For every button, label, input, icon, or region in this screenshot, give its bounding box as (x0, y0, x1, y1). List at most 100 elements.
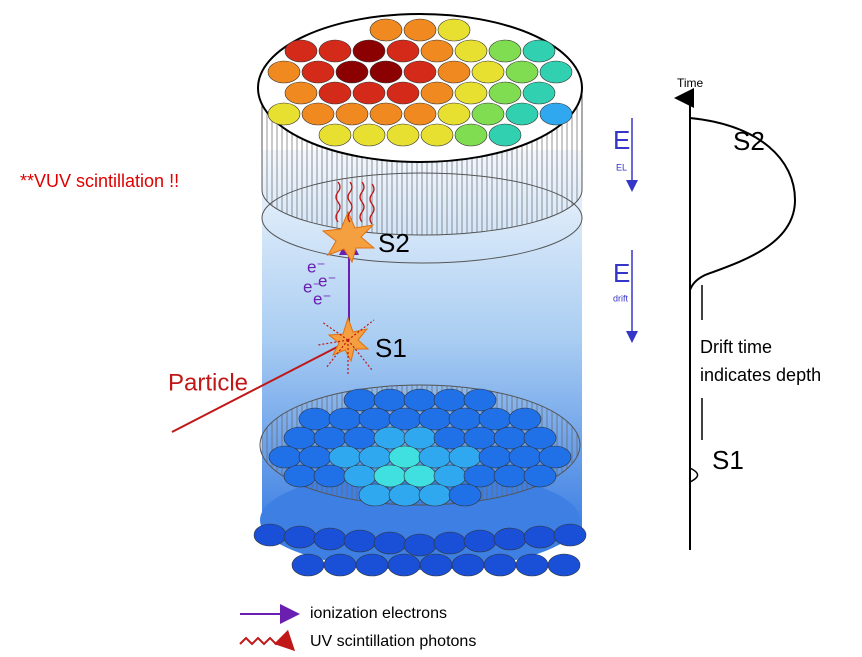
pmt (479, 408, 511, 430)
pmt (434, 427, 466, 449)
pmt (523, 40, 555, 62)
pmt (438, 103, 470, 125)
legend-label: ionization electrons (310, 605, 447, 622)
legend-label: UV scintillation photons (310, 633, 476, 650)
pmt (336, 103, 368, 125)
pmt (344, 465, 376, 487)
pmt (421, 124, 453, 146)
pmt (434, 389, 466, 411)
pmt (455, 124, 487, 146)
pmt (285, 40, 317, 62)
pmt (319, 82, 351, 104)
time-label: Time (677, 76, 704, 90)
pmt (374, 465, 406, 487)
field-subscript: drift (613, 293, 629, 303)
pmt (268, 61, 300, 83)
pmt (539, 446, 571, 468)
pmt (472, 103, 504, 125)
pmt (356, 554, 388, 576)
pmt (421, 40, 453, 62)
pmt (387, 82, 419, 104)
pmt (359, 446, 391, 468)
pmt (489, 40, 521, 62)
pmt (299, 408, 331, 430)
legend-photon-arrow (240, 638, 288, 644)
field-symbol: E (613, 125, 630, 155)
pmt (404, 427, 436, 449)
pmt (329, 408, 361, 430)
pmt (524, 427, 556, 449)
pmt (314, 528, 346, 550)
pmt (421, 82, 453, 104)
pmt (455, 40, 487, 62)
pmt (554, 524, 586, 546)
pmt (344, 389, 376, 411)
pmt (292, 554, 324, 576)
s1-signal-label: S1 (712, 445, 744, 475)
pmt (449, 446, 481, 468)
pmt (374, 532, 406, 554)
pmt (374, 389, 406, 411)
s2-label: S2 (378, 228, 410, 258)
pmt (509, 408, 541, 430)
pmt (524, 465, 556, 487)
pmt (494, 465, 526, 487)
pmt (464, 389, 496, 411)
pmt (336, 61, 368, 83)
s2-signal-label: S2 (733, 126, 765, 156)
pmt (353, 124, 385, 146)
pmt (540, 103, 572, 125)
pmt (370, 61, 402, 83)
pmt (284, 465, 316, 487)
note-line: Drift time (700, 337, 772, 357)
pmt (438, 61, 470, 83)
field-subscript: EL (616, 162, 627, 172)
s1-label: S1 (375, 333, 407, 363)
pmt (404, 389, 436, 411)
pmt (449, 484, 481, 506)
pmt (374, 427, 406, 449)
pmt (319, 124, 351, 146)
pmt (452, 554, 484, 576)
pmt (319, 40, 351, 62)
pmt (302, 103, 334, 125)
pmt (254, 524, 286, 546)
pmt (419, 446, 451, 468)
pmt (506, 103, 538, 125)
pmt (387, 124, 419, 146)
pmt (388, 554, 420, 576)
pmt (359, 408, 391, 430)
pmt (434, 465, 466, 487)
pmt (269, 446, 301, 468)
pmt (285, 82, 317, 104)
pmt (455, 82, 487, 104)
pmt (516, 554, 548, 576)
pmt (449, 408, 481, 430)
pmt (314, 427, 346, 449)
pmt (434, 532, 466, 554)
field-symbol: E (613, 258, 630, 288)
pmt (438, 19, 470, 41)
pmt (344, 530, 376, 552)
pmt (359, 484, 391, 506)
pmt (302, 61, 334, 83)
pmt (284, 427, 316, 449)
pmt (540, 61, 572, 83)
s1-pulse (690, 468, 698, 482)
pmt (404, 534, 436, 556)
note-line: indicates depth (700, 365, 821, 385)
pmt (404, 19, 436, 41)
pmt (329, 446, 361, 468)
pmt (299, 446, 331, 468)
pmt (404, 465, 436, 487)
pmt (370, 19, 402, 41)
electron-label: e⁻ (313, 289, 331, 308)
pmt (523, 82, 555, 104)
pmt (489, 82, 521, 104)
pmt (353, 82, 385, 104)
pmt (472, 61, 504, 83)
pmt (479, 446, 511, 468)
pmt (324, 554, 356, 576)
pmt (387, 40, 419, 62)
pmt (489, 124, 521, 146)
